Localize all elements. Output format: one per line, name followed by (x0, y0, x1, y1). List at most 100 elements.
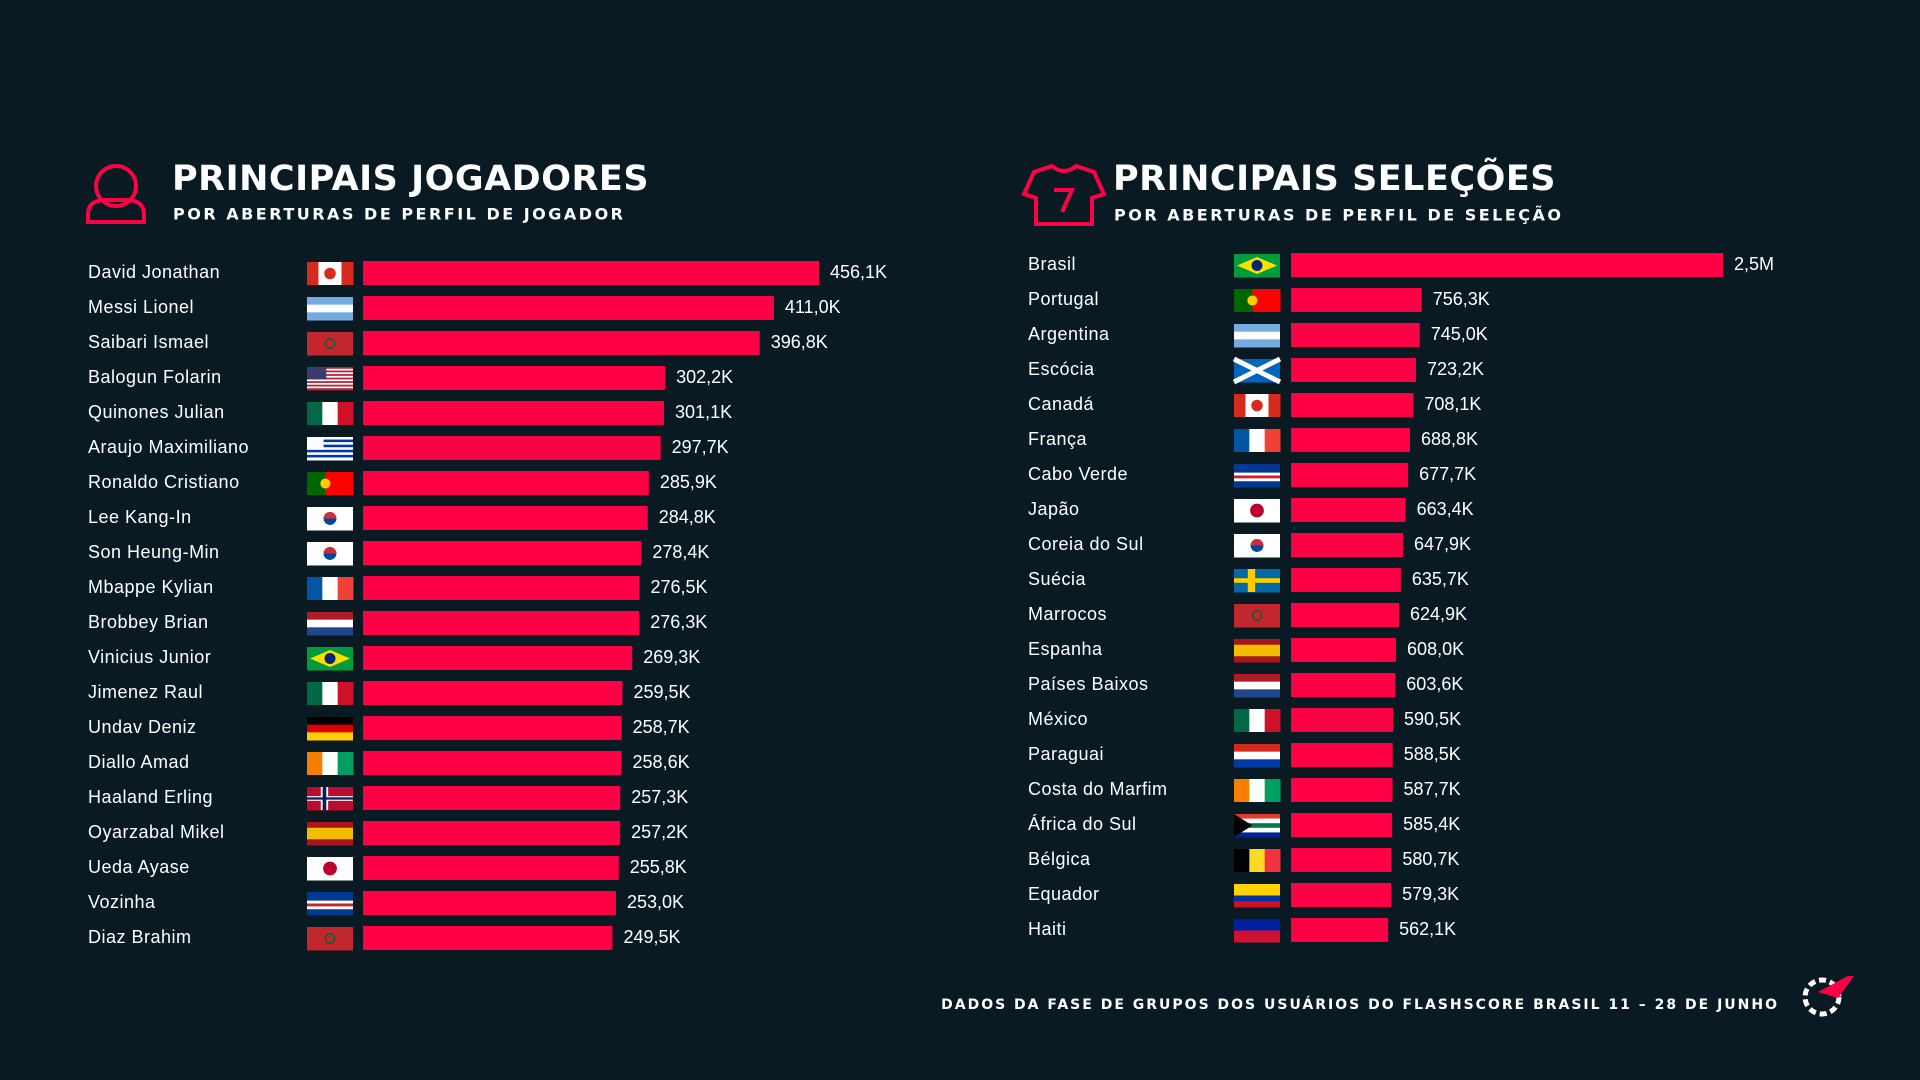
value-label: 2,5M (1734, 254, 1774, 274)
bar (1291, 393, 1414, 417)
flag-part (1234, 814, 1253, 837)
flag-stripe (307, 381, 353, 384)
flag-icon (1234, 604, 1280, 628)
flag-icon (307, 577, 354, 600)
bar (1291, 638, 1397, 662)
chart-subtitle: POR ABERTURAS DE PERFIL DE JOGADOR (173, 205, 626, 224)
value-label: 579,3K (1402, 884, 1459, 904)
flag-stripe (1257, 394, 1269, 417)
flag-stripe (1234, 751, 1280, 760)
value-label: 588,5K (1404, 744, 1461, 764)
flag-stripe (307, 374, 353, 377)
value-label: 590,5K (1404, 709, 1461, 729)
flag-stripe (341, 262, 354, 285)
bar (1291, 498, 1406, 522)
flag-icon (1234, 744, 1280, 768)
flag-stripe (1249, 429, 1266, 452)
flag-stripe (1234, 604, 1280, 628)
flag-stripe (307, 304, 353, 313)
flag-part (1251, 610, 1263, 621)
category-label: Vozinha (88, 892, 156, 912)
value-label: 756,3K (1433, 289, 1490, 309)
flag-stripe (307, 927, 353, 951)
category-label: Portugal (1028, 289, 1099, 309)
value-label: 276,3K (650, 612, 707, 632)
flag-stripe (1234, 469, 1280, 474)
footer-note: DADOS DA FASE DE GRUPOS DOS USUÁRIOS DO … (941, 996, 1779, 1013)
category-label: Escócia (1028, 359, 1095, 379)
flag-stripe (1249, 779, 1266, 802)
value-label: 276,5K (650, 577, 707, 597)
value-label: 253,0K (627, 892, 684, 912)
value-label: 677,7K (1419, 464, 1476, 484)
flag-stripe (1234, 644, 1280, 651)
flag-stripe (1234, 466, 1280, 471)
flag-stripe (307, 732, 353, 741)
flag-stripe (307, 367, 353, 370)
flag-stripe (1234, 681, 1280, 690)
flag-stripe (307, 577, 323, 600)
flag-stripe (307, 454, 353, 458)
bar (1291, 323, 1420, 347)
flag-stripe (307, 619, 353, 628)
bar (363, 611, 640, 635)
flag-stripe (322, 682, 339, 705)
category-label: África do Sul (1028, 814, 1137, 834)
bar (363, 751, 622, 775)
bar (363, 261, 819, 285)
bar (1291, 463, 1409, 487)
flag-stripe (307, 452, 353, 456)
category-label: Saibari Ismael (88, 332, 209, 352)
flag-icon (1234, 709, 1281, 732)
flag-stripe (1234, 818, 1280, 824)
flag-stripe (1234, 429, 1250, 452)
flag-stripe (322, 752, 339, 775)
value-label: 723,2K (1427, 359, 1484, 379)
flag-stripe (322, 402, 339, 425)
flag-part (1250, 503, 1264, 518)
bar (363, 821, 621, 845)
flag-icon (307, 647, 353, 671)
flag-stripe (307, 388, 353, 391)
flag-stripe (307, 262, 319, 285)
bar (1291, 568, 1401, 592)
flag-stripe (1234, 656, 1280, 663)
flag-stripe (337, 682, 354, 705)
flag-icon (307, 612, 353, 636)
flag-stripe (1234, 475, 1280, 479)
category-label: Canadá (1028, 394, 1095, 414)
flag-stripe (307, 449, 353, 453)
flag-stripe (307, 682, 323, 705)
flag-stripe (1234, 823, 1280, 829)
category-label: Bélgica (1028, 849, 1091, 869)
category-label: Ueda Ayase (88, 857, 190, 877)
category-label: Cabo Verde (1028, 464, 1128, 484)
value-label: 745,0K (1431, 324, 1488, 344)
flag-icon (307, 507, 353, 531)
category-label: Oyarzabal Mikel (88, 822, 225, 842)
category-label: Vinicius Junior (88, 647, 211, 667)
category-label: Araujo Maximiliano (88, 437, 249, 457)
flag-stripe (1234, 709, 1250, 732)
flag-stripe (307, 822, 353, 829)
category-label: Son Heung-Min (88, 542, 220, 562)
bar (1291, 918, 1389, 942)
flag-part (324, 652, 336, 665)
flag-icon (1234, 919, 1280, 943)
flag-part (323, 547, 337, 554)
category-label: Costa do Marfim (1028, 779, 1168, 799)
flag-stripe (1234, 901, 1280, 908)
flag-stripe (1234, 919, 1280, 931)
flag-stripe (307, 900, 353, 904)
flag-icon (1234, 884, 1280, 908)
chart-title: PRINCIPAIS SELEÇÕES (1113, 157, 1556, 199)
value-label: 284,8K (659, 507, 716, 527)
category-label: Brasil (1028, 254, 1076, 274)
flag-stripe (307, 909, 353, 913)
flag-stripe (1270, 289, 1281, 312)
flag-stripe (1234, 779, 1250, 802)
category-label: Mbappe Kylian (88, 577, 214, 597)
flag-part (307, 797, 353, 800)
flag-icon (307, 822, 353, 846)
flag-stripe (1234, 849, 1250, 872)
